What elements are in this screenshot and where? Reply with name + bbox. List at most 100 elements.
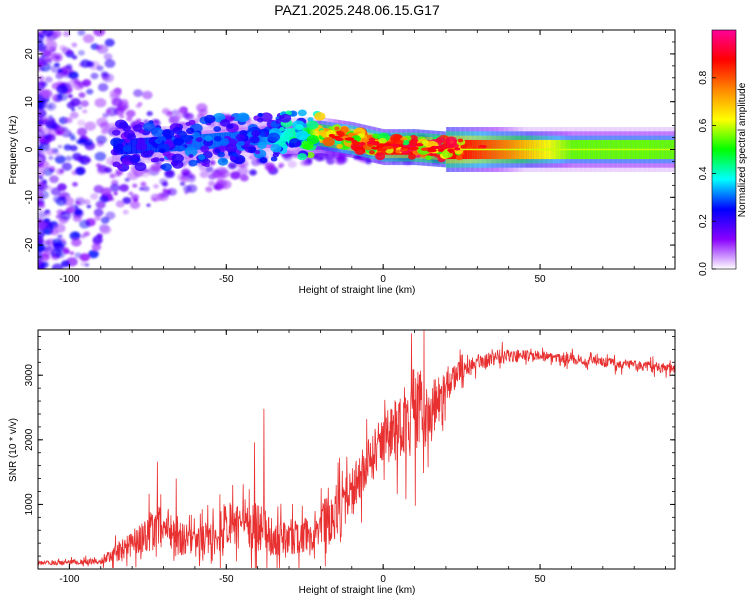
spectrogram-blob <box>369 150 375 155</box>
spectrogram-y-tick-label: 20 <box>24 48 35 60</box>
spectrogram-blob <box>217 157 229 166</box>
spectrogram-speckle <box>208 180 216 187</box>
spectrogram-core <box>359 142 366 146</box>
spectrogram-speckle <box>80 233 87 239</box>
spectrogram-core <box>383 145 394 150</box>
spectrogram-speckle <box>66 206 75 214</box>
spectrogram-speckle <box>176 109 185 115</box>
spectrogram-core <box>415 143 424 147</box>
spectrogram-blob <box>186 127 195 135</box>
spectrogram-x-axis: -100 -50 0 50 <box>37 30 666 285</box>
spectrogram-speckle <box>133 198 139 202</box>
spectrogram-blob <box>134 162 147 172</box>
spectrogram-speckle <box>264 162 276 172</box>
spectrogram-blob <box>158 148 166 154</box>
spectrogram-speckle <box>165 111 173 117</box>
spectrogram-speckle <box>127 170 139 181</box>
colorbar: 0.0 0.2 0.4 0.6 0.8 Normalized spectral ampl… <box>698 29 748 276</box>
colorbar-tick-label: 0.4 <box>698 166 709 180</box>
spectrogram-band-slice <box>281 128 284 144</box>
spectrogram-core <box>410 146 419 150</box>
colorbar-tick-label: 0.8 <box>698 70 709 84</box>
spectrogram-y-label: Frequency (Hz) <box>8 116 19 185</box>
spectrogram-blob <box>128 154 140 164</box>
spectrogram-speckle <box>55 250 66 259</box>
spectrogram-blob <box>214 135 222 142</box>
spectrogram-speckle <box>41 89 53 99</box>
spectrogram-blob <box>425 155 432 161</box>
spectrogram-core <box>437 148 444 152</box>
spectrogram-speckle <box>38 112 44 119</box>
spectrogram-blob <box>378 137 387 145</box>
spectrogram-speckle <box>67 94 73 99</box>
spectrogram-speckle <box>205 166 214 173</box>
spectrogram-blob <box>197 154 206 160</box>
spectrogram-speckle <box>96 65 104 71</box>
spectrogram-blob <box>202 151 213 159</box>
spectrogram-speckle <box>77 119 86 127</box>
spectrogram-speckle <box>86 88 94 95</box>
spectrogram-blob <box>236 112 250 123</box>
spectrogram-speckle <box>44 36 56 47</box>
spectrogram-speckle <box>132 183 138 188</box>
spectrogram-band-slice <box>294 128 296 144</box>
spectrogram-speckle <box>119 184 129 192</box>
spectrogram-speckle <box>181 168 191 176</box>
spectrogram-y-axis: 20 10 0 -10 -20 <box>24 29 675 270</box>
spectrogram-speckle <box>38 242 46 253</box>
spectrogram-blob <box>318 129 327 137</box>
snr-x-tick-label: 0 <box>380 574 386 585</box>
spectrogram-speckle <box>150 163 162 173</box>
spectrogram-speckle <box>38 129 46 138</box>
spectrogram-speckle <box>55 55 60 60</box>
spectrogram-blob <box>270 156 278 162</box>
spectrogram-band-slice <box>395 139 398 155</box>
spectrogram-blob <box>184 147 198 157</box>
spectrogram-speckle <box>74 197 86 206</box>
spectrogram-band-slice <box>314 127 316 143</box>
spectrogram-speckle <box>38 93 44 101</box>
spectrogram-speckle <box>287 160 297 168</box>
spectrogram-speckle <box>38 75 45 81</box>
spectrogram-speckle <box>72 214 82 222</box>
spectrogram-speckle <box>74 205 79 210</box>
spectrogram-band-slice <box>262 129 265 145</box>
spectrogram-speckle <box>94 98 107 108</box>
spectrogram-band-slice <box>263 129 266 145</box>
spectrogram-speckle <box>59 211 72 221</box>
spectrogram-blob <box>154 138 163 144</box>
spectrogram-blob <box>213 126 222 132</box>
colorbar-frame <box>711 29 737 270</box>
spectrogram-speckle <box>38 251 43 258</box>
colorbar-bar <box>712 30 736 269</box>
spectrogram-core <box>371 142 380 146</box>
spectrogram-speckle <box>63 144 72 151</box>
spectrogram-speckle <box>364 158 372 165</box>
spectrogram-speckle <box>336 156 347 165</box>
snr-y-label: SNR (10 * v/v) <box>8 418 19 482</box>
colorbar-tick-label: 0.0 <box>698 262 709 276</box>
spectrogram-core <box>331 135 341 140</box>
spectrogram-speckle <box>96 201 106 209</box>
snr-y-tick-label: 1000 <box>24 493 35 516</box>
spectrogram-speckle <box>65 80 76 89</box>
spectrogram-blob <box>455 155 463 161</box>
spectrogram-band-slice <box>213 133 216 149</box>
snr-series-line <box>38 330 675 569</box>
spectrogram-speckle <box>90 193 99 200</box>
spectrogram-speckle <box>113 191 118 196</box>
colorbar-tick-label: 0.2 <box>698 214 709 228</box>
spectrogram-speckle <box>38 232 45 239</box>
spectrogram-speckle <box>38 236 43 244</box>
spectrogram-core <box>401 148 409 152</box>
spectrogram-speckle <box>88 249 99 259</box>
spectrogram-speckle <box>167 187 177 196</box>
spectrogram-band-slice <box>316 127 319 143</box>
spectrogram-band-slice <box>201 134 203 150</box>
spectrogram-speckle <box>79 137 87 144</box>
spectrogram-core <box>432 145 442 150</box>
spectrogram-band-slice <box>196 134 198 150</box>
spectrogram-speckle <box>52 195 62 203</box>
spectrogram-speckle <box>99 195 109 203</box>
spectrogram-speckle <box>44 76 53 83</box>
